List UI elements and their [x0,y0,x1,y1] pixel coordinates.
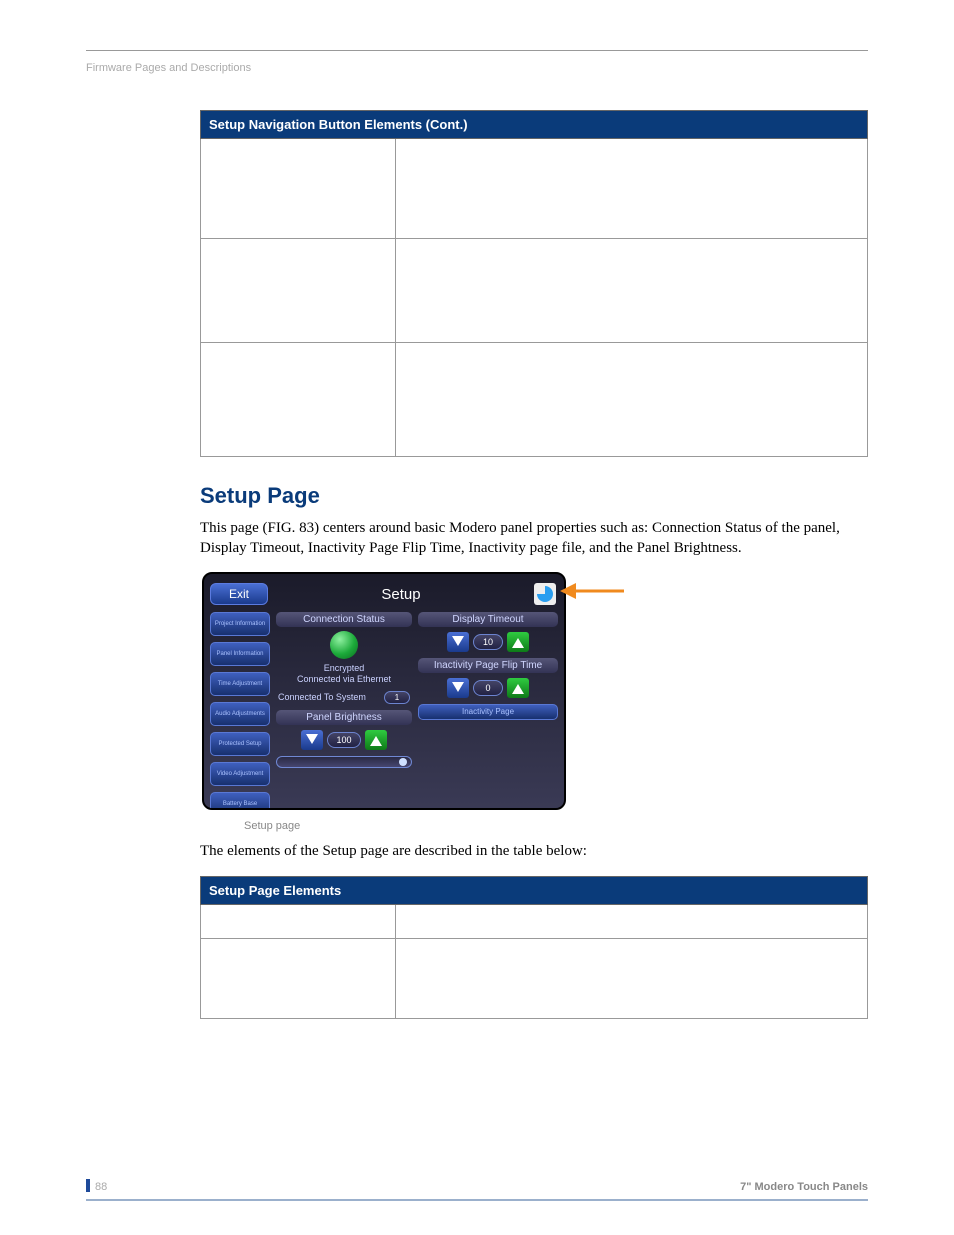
nav-row3-left [201,343,396,457]
conn-status-header: Connection Status [276,612,412,627]
display-timeout-decrease-button[interactable] [447,632,469,652]
brightness-value: 100 [327,732,360,748]
brightness-header: Panel Brightness [276,710,412,725]
nav-row3-right [396,343,868,457]
pe-row1-right [396,904,868,938]
footer-product: 7" Modero Touch Panels [740,1181,868,1193]
inactivity-decrease-button[interactable] [447,678,469,698]
inactivity-value: 0 [473,680,503,696]
display-timeout-value: 10 [473,634,503,650]
sidebar-item-time-adjust[interactable]: Time Adjustment [210,672,270,696]
figure-wrap: Exit Setup Project Information Panel Inf… [202,572,642,832]
globe-icon [330,631,358,659]
content-area: Setup Navigation Button Elements (Cont.)… [200,110,868,1019]
display-timeout-increase-button[interactable] [507,632,529,652]
top-rule [86,50,868,51]
page-number: 88 [86,1179,107,1193]
tp-sidebar: Project Information Panel Information Ti… [210,612,270,810]
conn-system-row: Connected To System 1 [276,691,412,704]
display-timeout-header: Display Timeout [418,612,558,627]
sidebar-item-battery-base[interactable]: Battery Base [210,792,270,810]
inactivity-header: Inactivity Page Flip Time [418,658,558,673]
tp-title: Setup [268,586,534,603]
tp-left-column: Connection Status Encrypted Connected vi… [276,612,412,768]
display-timeout-stepper: 10 [418,632,558,652]
figure-caption: Setup page [244,820,642,832]
pe-row2-left [201,938,396,1018]
touchpanel-screenshot: Exit Setup Project Information Panel Inf… [202,572,566,810]
tp-right-column: Display Timeout 10 Inactivity Page Flip … [418,612,558,720]
tp-titlebar: Exit Setup [210,580,558,608]
exit-button[interactable]: Exit [210,583,268,605]
breadcrumb: Firmware Pages and Descriptions [86,62,251,74]
nav-row1-left [201,139,396,239]
brightness-increase-button[interactable] [365,730,387,750]
pe-row2-right [396,938,868,1018]
sidebar-item-protected-setup[interactable]: Protected Setup [210,732,270,756]
brightness-slider[interactable] [276,756,412,768]
nav-row2-left [201,239,396,343]
sidebar-item-audio-adjust[interactable]: Audio Adjustments [210,702,270,726]
page-elements-table: Setup Page Elements [200,876,868,1019]
section-para2: The elements of the Setup page are descr… [200,842,868,862]
conn-system-value: 1 [384,691,410,704]
nav-elements-table: Setup Navigation Button Elements (Cont.) [200,110,868,457]
inactivity-page-button[interactable]: Inactivity Page [418,704,558,720]
section-title: Setup Page [200,483,868,509]
callout-arrow-icon [560,579,624,603]
status-indicator-icon [534,583,556,605]
conn-via-label: Connected via Ethernet [276,674,412,685]
brightness-decrease-button[interactable] [301,730,323,750]
encrypted-label: Encrypted [276,663,412,674]
sidebar-item-panel-info[interactable]: Panel Information [210,642,270,666]
nav-row1-right [396,139,868,239]
section-para1: This page (FIG. 83) centers around basic… [200,519,868,558]
sidebar-item-project-info[interactable]: Project Information [210,612,270,636]
page-elements-header: Setup Page Elements [201,876,868,904]
pe-row1-left [201,904,396,938]
footer-rule [86,1199,868,1201]
nav-row2-right [396,239,868,343]
sidebar-item-video-adjust[interactable]: Video Adjustment [210,762,270,786]
nav-table-header: Setup Navigation Button Elements (Cont.) [201,111,868,139]
inactivity-stepper: 0 [418,678,558,698]
brightness-stepper: 100 [276,730,412,750]
tp-main: Connection Status Encrypted Connected vi… [276,612,558,802]
conn-system-label: Connected To System [278,692,366,702]
inactivity-increase-button[interactable] [507,678,529,698]
